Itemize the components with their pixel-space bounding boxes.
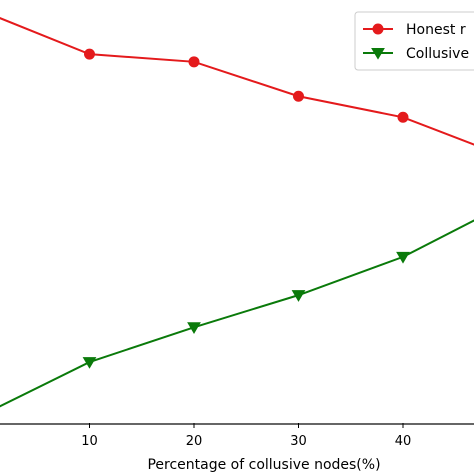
data-point [84, 48, 95, 60]
data-point [187, 322, 201, 334]
plot-area [0, 423, 474, 425]
data-point [82, 357, 97, 369]
x-tick-label: 20 [186, 434, 203, 449]
x-axis-label: Percentage of collusive nodes(%) [147, 457, 380, 473]
data-point [397, 111, 409, 123]
data-point [396, 251, 410, 264]
series-line [0, 17, 474, 146]
series-layer [0, 17, 474, 408]
legend-label: Collusive [406, 46, 469, 62]
data-point [291, 290, 306, 302]
data-point [188, 56, 200, 68]
legend-box [354, 11, 474, 71]
legend-marker [371, 48, 385, 60]
data-point [293, 90, 304, 102]
x-tick-label: 10 [81, 434, 98, 449]
series-honest [0, 17, 474, 146]
legend-marker [372, 23, 384, 35]
x-axis: 10 20 30 40 [81, 423, 411, 449]
series-collusive [0, 219, 474, 408]
x-tick-label: 30 [290, 434, 307, 449]
x-tick-label: 40 [395, 434, 412, 449]
legend: Honest r Collusive [354, 11, 474, 71]
plot-frame [0, 423, 474, 425]
series-line [0, 219, 474, 408]
legend-label: Honest r [406, 22, 466, 38]
